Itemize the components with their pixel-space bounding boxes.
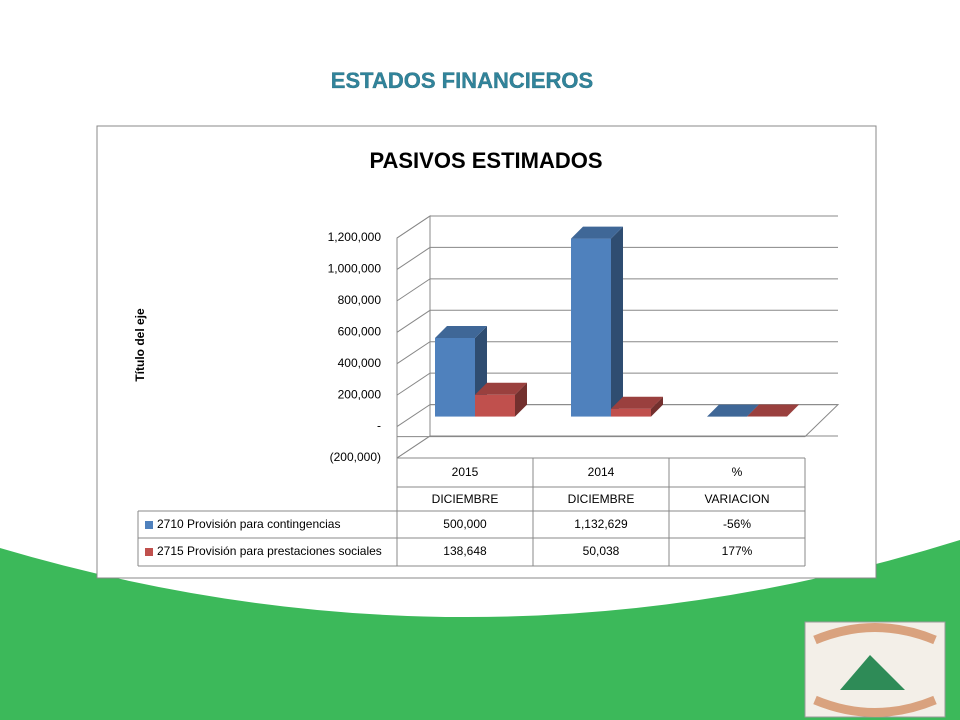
bar: [571, 238, 611, 417]
y-tick-label: 400,000: [338, 356, 382, 370]
bar: [611, 408, 651, 417]
y-tick-label: 1,000,000: [328, 262, 382, 276]
page-title: ESTADOS FINANCIEROS: [331, 68, 593, 93]
y-tick-label: 800,000: [338, 293, 382, 307]
grid-line: [396, 372, 838, 396]
grid-line: [396, 341, 838, 365]
x-sublabel: DICIEMBRE: [432, 492, 499, 506]
background-shape: [0, 540, 960, 720]
legend-swatch: [145, 548, 153, 556]
bar-side: [651, 396, 663, 417]
data-label: 177%: [722, 544, 753, 558]
bar: [475, 394, 515, 417]
legend-label: 2715 Provisión para prestaciones sociale…: [157, 544, 382, 558]
bar-side: [611, 226, 623, 417]
bar-side: [787, 404, 799, 417]
bar-top: [707, 404, 759, 417]
bar-top: [611, 396, 663, 409]
bar-top: [747, 404, 799, 417]
grid-line: [396, 309, 838, 333]
y-tick-label: -: [377, 419, 381, 433]
x-sublabel: DICIEMBRE: [568, 492, 635, 506]
y-tick-label: 200,000: [338, 387, 382, 401]
grid-line: [396, 435, 838, 459]
chart-title: PASIVOS ESTIMADOS: [369, 148, 602, 173]
x-tick-label: 2015: [452, 465, 479, 479]
bar-top: [571, 226, 623, 239]
grid-line: [396, 215, 838, 239]
y-tick-label: (200,000): [330, 450, 381, 464]
data-label: 138,648: [443, 544, 487, 558]
legend-label: 2710 Provisión para contingencias: [157, 517, 340, 531]
grid-line: [396, 278, 838, 302]
bar: [435, 338, 475, 417]
x-tick-label: %: [732, 465, 743, 479]
data-label: 1,132,629: [574, 517, 628, 531]
bar-top: [475, 382, 527, 395]
x-sublabel: VARIACION: [704, 492, 769, 506]
data-label: 50,038: [583, 544, 620, 558]
legend-swatch: [145, 521, 153, 529]
grid-line: [396, 246, 838, 270]
data-label: 500,000: [443, 517, 487, 531]
logo: [804, 621, 946, 718]
data-label: -56%: [723, 517, 751, 531]
y-tick-label: 600,000: [338, 324, 382, 338]
x-tick-label: 2014: [588, 465, 615, 479]
bar-side: [515, 382, 527, 417]
y-tick-label: 1,200,000: [328, 230, 382, 244]
bar-top: [435, 326, 487, 338]
y-axis-label: Título del eje: [133, 308, 147, 382]
